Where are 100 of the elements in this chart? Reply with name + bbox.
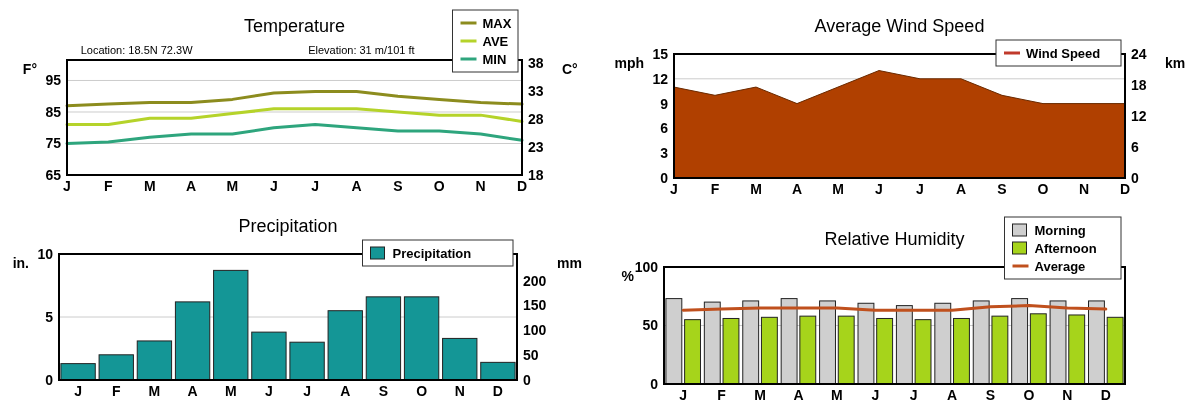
bar bbox=[213, 269, 249, 381]
x-tick-label: J bbox=[303, 383, 311, 399]
bar bbox=[684, 319, 701, 385]
x-tick-label: M bbox=[143, 178, 156, 194]
chart-title: Temperature bbox=[243, 16, 346, 36]
y-tick-label: 75 bbox=[45, 135, 62, 152]
y2-tick-label: 18 bbox=[528, 166, 544, 183]
y2-tick-label: 6 bbox=[1131, 138, 1139, 155]
bar bbox=[289, 341, 325, 381]
legend-label: MAX bbox=[482, 15, 512, 31]
x-tick-label: A bbox=[793, 387, 804, 403]
y2-tick-label: 0 bbox=[1131, 169, 1139, 186]
bar bbox=[60, 363, 96, 381]
y2-tick-label: 23 bbox=[528, 138, 544, 155]
x-tick-label: A bbox=[351, 178, 362, 194]
x-tick-label: O bbox=[1023, 387, 1035, 403]
x-tick-label: J bbox=[916, 181, 924, 197]
y2-tick-label: 24 bbox=[1131, 45, 1147, 62]
x-tick-label: F bbox=[104, 178, 114, 194]
chart-title: Average Wind Speed bbox=[814, 16, 985, 36]
y-tick-label: 0 bbox=[660, 169, 669, 186]
y2-tick-label: 50 bbox=[523, 347, 539, 364]
x-tick-label: M bbox=[224, 383, 237, 399]
x-tick-label: M bbox=[226, 178, 239, 194]
legend-label: MIN bbox=[482, 51, 507, 67]
x-tick-label: J bbox=[670, 181, 678, 197]
y-tick-label: 95 bbox=[45, 72, 62, 89]
y-tick-label: 0 bbox=[45, 371, 54, 388]
x-tick-label: M bbox=[831, 387, 843, 403]
x-tick-label: D bbox=[1100, 387, 1111, 403]
y-tick-label: 5 bbox=[45, 308, 54, 325]
bar bbox=[1029, 313, 1047, 385]
y-tick-label: 85 bbox=[45, 103, 62, 120]
x-tick-label: M bbox=[754, 387, 766, 403]
y2-tick-label: 150 bbox=[523, 297, 547, 314]
x-tick-label: F bbox=[717, 387, 727, 403]
y-tick-label: 100 bbox=[634, 258, 659, 275]
bar bbox=[136, 340, 173, 381]
x-tick-label: S bbox=[997, 181, 1007, 197]
y2-tick-label: 28 bbox=[528, 111, 544, 128]
y2-axis-title: mm bbox=[557, 255, 582, 271]
x-tick-label: A bbox=[791, 181, 803, 197]
line-series bbox=[65, 90, 524, 108]
x-tick-label: A bbox=[955, 181, 967, 197]
x-tick-label: N bbox=[1062, 387, 1073, 403]
y-tick-label: 12 bbox=[652, 70, 669, 87]
x-tick-label: J bbox=[63, 178, 71, 194]
x-tick-label: O bbox=[416, 383, 428, 399]
x-tick-label: D bbox=[516, 178, 528, 194]
y-axis-title: mph bbox=[614, 55, 644, 71]
y-axis-title: F° bbox=[22, 61, 37, 77]
y2-axis-title: km bbox=[1165, 55, 1186, 71]
x-tick-label: F bbox=[111, 383, 121, 399]
bar bbox=[98, 354, 134, 381]
y2-tick-label: 200 bbox=[523, 272, 547, 289]
bar bbox=[837, 315, 855, 385]
bar bbox=[442, 337, 478, 381]
x-tick-label: A bbox=[187, 383, 198, 399]
x-tick-label: J bbox=[871, 387, 880, 403]
x-tick-label: J bbox=[909, 387, 918, 403]
bar bbox=[403, 296, 440, 381]
legend-label: Afternoon bbox=[1034, 240, 1097, 256]
x-tick-label: S bbox=[393, 178, 403, 194]
y-tick-label: 65 bbox=[45, 166, 62, 183]
x-tick-label: N bbox=[475, 178, 486, 194]
text: Elevation: 31 m/101 ft bbox=[308, 44, 415, 56]
bar bbox=[365, 296, 402, 381]
x-tick-label: O bbox=[433, 178, 445, 194]
x-tick-label: J bbox=[679, 387, 688, 403]
bar bbox=[953, 317, 970, 385]
y-tick-label: 9 bbox=[660, 95, 669, 112]
bar bbox=[251, 331, 287, 381]
x-tick-label: M bbox=[750, 181, 762, 197]
bar bbox=[174, 301, 211, 381]
bar bbox=[1106, 316, 1124, 385]
bar bbox=[480, 361, 516, 381]
x-tick-label: S bbox=[985, 387, 996, 403]
x-tick-label: D bbox=[492, 383, 503, 399]
y-tick-label: 6 bbox=[660, 120, 669, 137]
y-axis-title: % bbox=[621, 268, 635, 284]
bar bbox=[327, 310, 363, 381]
y-axis-title: in. bbox=[12, 255, 29, 271]
x-tick-label: J bbox=[311, 178, 320, 194]
y-tick-label: 15 bbox=[652, 45, 669, 62]
x-tick-label: A bbox=[947, 387, 958, 403]
chart-title: Precipitation bbox=[238, 216, 338, 236]
y2-tick-label: 33 bbox=[528, 83, 544, 100]
y2-tick-label: 0 bbox=[523, 371, 531, 388]
x-tick-label: N bbox=[454, 383, 465, 399]
y2-tick-label: 100 bbox=[523, 322, 547, 339]
bar bbox=[760, 316, 778, 385]
legend-label: Average bbox=[1034, 258, 1086, 274]
line-series bbox=[65, 123, 524, 145]
x-tick-label: D bbox=[1119, 181, 1131, 197]
x-tick-label: J bbox=[875, 181, 883, 197]
x-tick-label: M bbox=[148, 383, 161, 399]
line-series bbox=[65, 107, 524, 127]
legend-label: Morning bbox=[1034, 222, 1086, 238]
x-tick-label: J bbox=[74, 383, 82, 399]
y2-tick-label: 12 bbox=[1131, 107, 1147, 124]
